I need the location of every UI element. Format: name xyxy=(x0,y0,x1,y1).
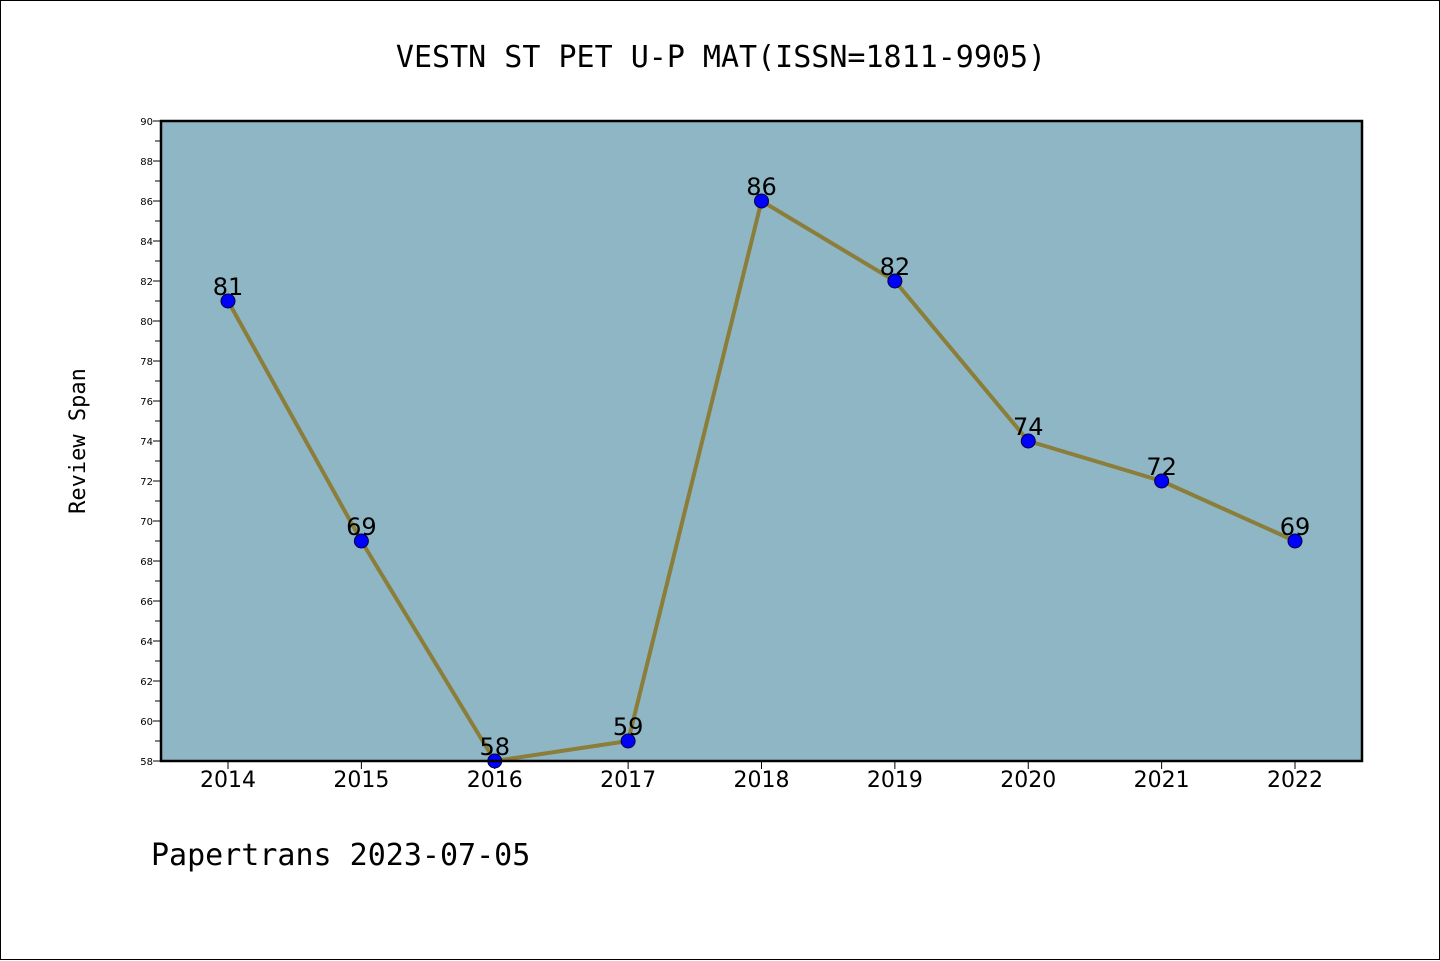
y-tick-label: 58 xyxy=(140,757,153,768)
y-tick-label: 76 xyxy=(140,397,153,408)
data-label: 74 xyxy=(1013,413,1044,441)
data-label: 58 xyxy=(479,733,510,761)
data-label: 59 xyxy=(613,713,644,741)
y-tick-label: 78 xyxy=(140,357,153,368)
data-point xyxy=(1287,533,1303,549)
y-tick-label: 86 xyxy=(140,197,153,208)
y-tick-label: 84 xyxy=(140,237,153,248)
y-tick-label: 72 xyxy=(140,477,153,488)
plot-area: 58 60 62 64 66 68 70 72 74 76 78 80 82 84 86 88 90 2014 20… xyxy=(140,117,1364,793)
data-label: 69 xyxy=(1280,513,1311,541)
data-point xyxy=(1154,473,1170,489)
data-point xyxy=(1020,433,1036,449)
data-point xyxy=(887,273,903,289)
y-tick-label: 70 xyxy=(140,517,153,528)
chart-title: VESTN ST PET U-P MAT(ISSN=1811-9905) xyxy=(396,40,1046,75)
x-tick-label: 2015 xyxy=(333,768,389,793)
x-tick-label: 2014 xyxy=(200,768,256,793)
y-tick-label: 82 xyxy=(140,277,153,288)
plot-border xyxy=(159,119,1364,763)
footer-date-stamp: Papertrans 2023-07-05 xyxy=(151,838,530,873)
x-tick-label: 2017 xyxy=(600,768,656,793)
y-tick-label: 60 xyxy=(140,717,153,728)
data-label: 69 xyxy=(346,513,377,541)
y-tick-label: 68 xyxy=(140,557,153,568)
data-label: 72 xyxy=(1146,453,1177,481)
data-point xyxy=(754,193,769,209)
x-tick-label: 2022 xyxy=(1267,768,1323,793)
data-point xyxy=(620,733,636,749)
x-tick-label: 2021 xyxy=(1134,768,1190,793)
x-tick-label: 2016 xyxy=(467,768,523,793)
y-tick-label: 66 xyxy=(140,597,153,608)
data-point xyxy=(220,293,236,309)
x-tick-label: 2019 xyxy=(867,768,923,793)
y-axis-label: Review Span xyxy=(66,368,91,514)
data-label: 86 xyxy=(746,173,777,201)
x-tick-label: 2018 xyxy=(734,768,790,793)
y-tick-label: 88 xyxy=(140,157,153,168)
y-tick-label: 64 xyxy=(140,637,153,648)
data-label: 81 xyxy=(213,273,244,301)
y-tick-label: 90 xyxy=(140,117,153,128)
x-tick-label: 2020 xyxy=(1000,768,1056,793)
y-tick-label: 62 xyxy=(140,677,153,688)
y-tick-label: 74 xyxy=(140,437,153,448)
data-point xyxy=(353,533,369,549)
y-tick-label: 80 xyxy=(140,317,153,328)
data-label: 82 xyxy=(880,253,911,281)
plot-background xyxy=(161,121,1362,761)
